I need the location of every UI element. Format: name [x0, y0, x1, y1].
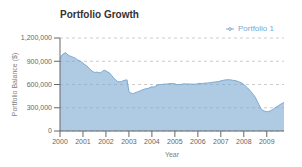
svg-text:Portfolio Balance ($): Portfolio Balance ($)	[11, 53, 19, 116]
svg-text:2002: 2002	[98, 138, 114, 145]
svg-text:2009: 2009	[259, 138, 275, 145]
svg-text:600,000: 600,000	[27, 81, 52, 88]
svg-text:0: 0	[48, 127, 52, 134]
svg-text:2004: 2004	[144, 138, 160, 145]
svg-text:900,000: 900,000	[27, 58, 52, 65]
svg-text:2003: 2003	[121, 138, 137, 145]
svg-text:2008: 2008	[236, 138, 252, 145]
svg-text:2006: 2006	[190, 138, 206, 145]
svg-text:2007: 2007	[213, 138, 229, 145]
svg-text:2001: 2001	[75, 138, 91, 145]
svg-text:Year: Year	[165, 151, 180, 158]
html-text:Portfolio 1: Portfolio 1	[238, 24, 274, 33]
svg-text:1,200,000: 1,200,000	[21, 34, 52, 41]
svg-text:2005: 2005	[167, 138, 183, 145]
html-text:Portfolio Growth: Portfolio Growth	[60, 9, 139, 20]
svg-text:300,000: 300,000	[27, 104, 52, 111]
svg-text:2000: 2000	[52, 138, 68, 145]
